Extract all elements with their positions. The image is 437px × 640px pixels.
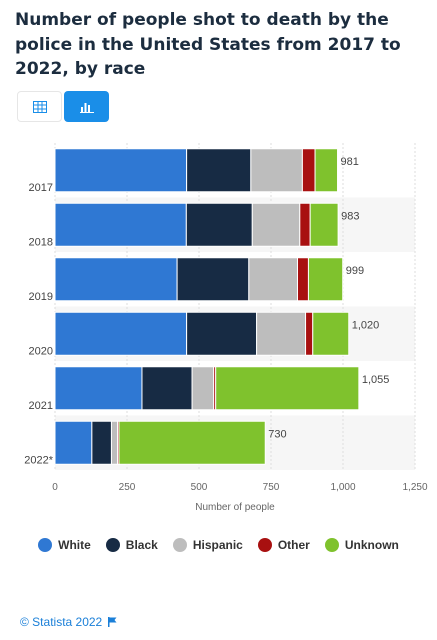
bar-segment-black	[141, 366, 193, 411]
x-tick-label: 250	[119, 482, 136, 493]
legend-swatch	[172, 538, 187, 552]
x-tick-label: 1,000	[330, 482, 355, 493]
flag-icon[interactable]	[108, 617, 117, 627]
bar-segment-unknown	[314, 148, 339, 193]
data-label: 999	[346, 265, 364, 277]
legend-item-hispanic[interactable]: Hispanic	[172, 538, 243, 552]
bar-segment-hispanic	[191, 366, 215, 411]
category-label: 2020	[29, 345, 53, 357]
statista-credit-link[interactable]: © Statista 2022	[20, 615, 103, 629]
bar-segment-black	[186, 311, 258, 356]
x-axis-title: Number of people	[195, 502, 275, 513]
chart-view-button[interactable]	[64, 91, 109, 122]
bar-segment-unknown	[309, 202, 339, 247]
category-label: 2019	[29, 291, 53, 303]
bar-segment-white	[54, 420, 93, 465]
bar-segment-unknown	[215, 366, 360, 411]
data-label: 1,020	[352, 319, 380, 331]
category-label: 2018	[29, 236, 53, 248]
bar-segment-hispanic	[250, 148, 303, 193]
bar-segment-white	[54, 148, 188, 193]
legend-swatch	[257, 538, 272, 552]
category-label: 2021	[29, 400, 53, 412]
chart-legend: White Black Hispanic Other Unknown	[0, 538, 437, 552]
bar-segment-white	[54, 202, 187, 247]
bar-segment-black	[186, 148, 252, 193]
bar-segment-white	[54, 311, 188, 356]
bar-segment-other	[296, 257, 309, 302]
table-icon	[32, 100, 47, 113]
view-toggle	[17, 91, 109, 122]
data-label: 981	[341, 156, 359, 168]
legend-label: Other	[277, 538, 310, 552]
legend-item-unknown[interactable]: Unknown	[324, 538, 399, 552]
bar-segment-hispanic	[256, 311, 307, 356]
data-label: 983	[341, 210, 359, 222]
legend-item-other[interactable]: Other	[257, 538, 310, 552]
bar-chart-icon	[79, 102, 94, 113]
x-tick-label: 750	[263, 482, 280, 493]
bar-segment-other	[305, 311, 314, 356]
bar-segment-unknown	[118, 420, 266, 465]
bar-segment-hispanic	[248, 257, 298, 302]
x-tick-label: 500	[191, 482, 208, 493]
bar-segment-black	[91, 420, 112, 465]
legend-item-black[interactable]: Black	[105, 538, 158, 552]
bar-segment-white	[54, 257, 178, 302]
bar-segment-other	[299, 202, 311, 247]
legend-label: Black	[125, 538, 158, 552]
bar-segment-unknown	[307, 257, 344, 302]
bar-segment-other	[301, 148, 316, 193]
data-label: 730	[268, 428, 286, 440]
bar-segment-white	[54, 366, 143, 411]
data-label: 1,055	[362, 374, 390, 386]
legend-swatch	[105, 538, 120, 552]
legend-label: White	[58, 538, 91, 552]
bar-segment-unknown	[312, 311, 350, 356]
footer: © Statista 2022	[20, 615, 117, 629]
bar-segment-black	[185, 202, 253, 247]
chart-title: Number of people shot to death by the po…	[15, 10, 401, 79]
legend-label: Hispanic	[192, 538, 243, 552]
category-label: 2022*	[24, 454, 53, 466]
x-tick-label: 0	[52, 482, 58, 493]
category-label: 2017	[29, 182, 53, 194]
legend-swatch	[38, 538, 53, 552]
bar-segment-hispanic	[251, 202, 301, 247]
legend-label: Unknown	[344, 538, 399, 552]
stacked-bar-chart: 981 2017 983 2018 999 2019 1,020 2020 1,055 2021 7…	[24, 143, 428, 513]
legend-swatch	[324, 538, 339, 552]
table-view-button[interactable]	[17, 91, 62, 122]
x-tick-label: 1,250	[402, 482, 427, 493]
bar-segment-black	[176, 257, 250, 302]
bar-segment-hispanic	[110, 420, 118, 465]
legend-item-white[interactable]: White	[38, 538, 91, 552]
